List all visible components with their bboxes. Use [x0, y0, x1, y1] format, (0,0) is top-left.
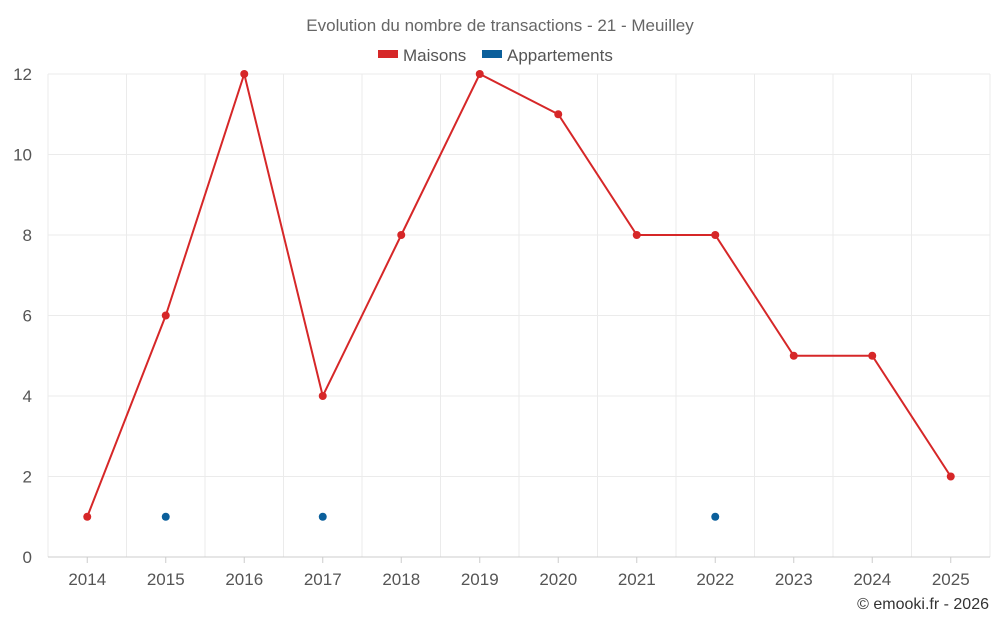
y-tick-label: 12: [13, 65, 32, 84]
x-tick-label: 2022: [696, 570, 734, 589]
x-tick-label: 2020: [539, 570, 577, 589]
series: [83, 70, 955, 521]
legend-label-appartements[interactable]: Appartements: [507, 46, 613, 65]
legend-swatch-appartements: [482, 50, 502, 58]
y-tick-label: 0: [23, 548, 32, 567]
y-tick-label: 6: [23, 307, 32, 326]
data-point-maisons[interactable]: [475, 70, 484, 78]
data-point-maisons[interactable]: [83, 512, 92, 521]
data-point-maisons[interactable]: [240, 70, 249, 78]
x-tick-label: 2025: [932, 570, 970, 589]
chart-title: Evolution du nombre de transactions - 21…: [306, 16, 694, 35]
data-point-maisons[interactable]: [632, 231, 641, 239]
data-point-maisons[interactable]: [397, 231, 406, 239]
y-tick-label: 2: [23, 468, 32, 487]
x-tick-label: 2016: [225, 570, 263, 589]
credit-text: © emooki.fr - 2026: [857, 596, 989, 613]
data-point-maisons[interactable]: [711, 231, 720, 239]
x-tick-label: 2017: [304, 570, 342, 589]
x-tick-label: 2024: [853, 570, 891, 589]
data-point-appartements[interactable]: [318, 512, 327, 521]
y-tick-label: 8: [23, 226, 32, 245]
x-tick-label: 2023: [775, 570, 813, 589]
x-tick-label: 2015: [147, 570, 185, 589]
legend: Maisons Appartements: [378, 46, 613, 65]
y-tick-label: 10: [13, 146, 32, 165]
x-tick-label: 2019: [461, 570, 499, 589]
data-point-maisons[interactable]: [318, 392, 327, 400]
x-tick-label: 2014: [68, 570, 106, 589]
data-point-maisons[interactable]: [789, 351, 798, 360]
x-tick-label: 2018: [382, 570, 420, 589]
data-point-maisons[interactable]: [946, 472, 955, 481]
data-point-appartements[interactable]: [711, 512, 720, 521]
data-point-appartements[interactable]: [161, 512, 170, 521]
legend-swatch-maisons: [378, 50, 398, 58]
grid: [47, 73, 991, 557]
data-point-maisons[interactable]: [161, 311, 170, 320]
data-point-maisons[interactable]: [554, 110, 563, 119]
legend-label-maisons[interactable]: Maisons: [403, 46, 466, 65]
y-tick-label: 4: [23, 387, 32, 406]
data-point-maisons[interactable]: [868, 351, 877, 360]
x-tick-label: 2021: [618, 570, 656, 589]
axes: 0 2 4 6 8 10 12 2014 2015 2016 2017 2018 2019 2020 202…: [13, 65, 990, 589]
series-line-maisons: [86, 70, 952, 518]
